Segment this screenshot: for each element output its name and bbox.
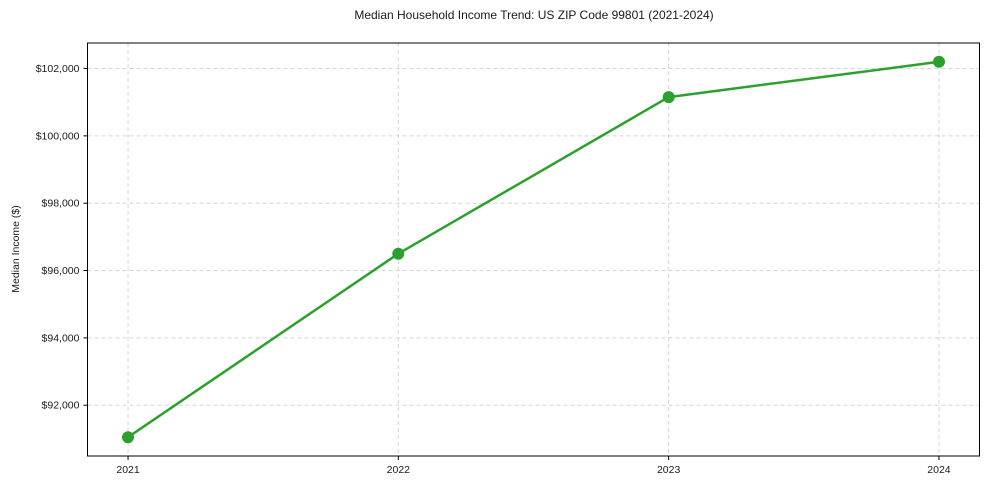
y-tick-label: $94,000 bbox=[42, 332, 80, 344]
plot-border bbox=[87, 42, 980, 457]
data-point-marker bbox=[122, 431, 134, 444]
y-tick-label: $100,000 bbox=[36, 130, 80, 142]
y-tick-label: $92,000 bbox=[42, 400, 80, 412]
data-point-marker bbox=[662, 91, 675, 104]
x-tick-label: 2023 bbox=[657, 464, 681, 476]
y-tick-label: $102,000 bbox=[36, 63, 80, 75]
chart-title: Median Household Income Trend: US ZIP Co… bbox=[354, 8, 714, 22]
data-point-marker bbox=[392, 247, 405, 260]
x-tick-label: 2021 bbox=[116, 464, 140, 476]
data-point-marker bbox=[933, 55, 945, 68]
trend-line bbox=[126, 60, 941, 439]
y-tick-label: $98,000 bbox=[42, 198, 80, 210]
x-tick-label: 2022 bbox=[387, 464, 411, 476]
y-tick-label: $96,000 bbox=[42, 265, 80, 277]
x-tick-label: 2024 bbox=[927, 464, 951, 476]
